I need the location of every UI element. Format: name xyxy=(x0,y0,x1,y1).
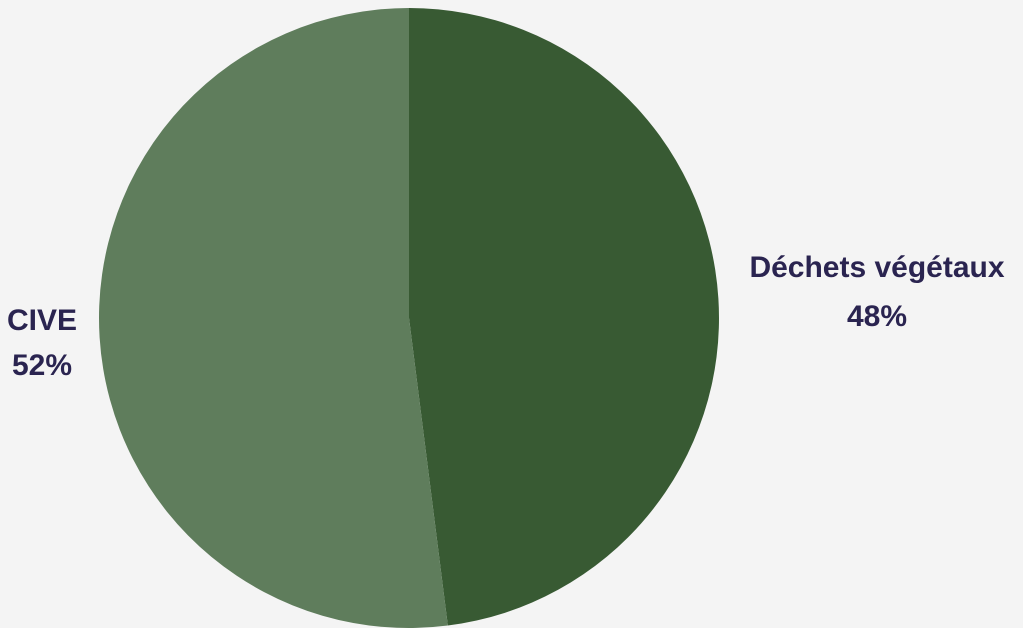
slice-label-dechets-vegetaux: Déchets végétaux xyxy=(749,251,1004,284)
pie-slice-cive xyxy=(98,8,448,628)
slice-percent-cive: 52% xyxy=(12,349,72,382)
slice-label-cive: CIVE xyxy=(7,304,77,337)
slice-percent-dechets-vegetaux: 48% xyxy=(847,300,907,333)
pie-slices xyxy=(98,8,719,628)
pie-slice-dechets-vegetaux xyxy=(409,8,719,626)
